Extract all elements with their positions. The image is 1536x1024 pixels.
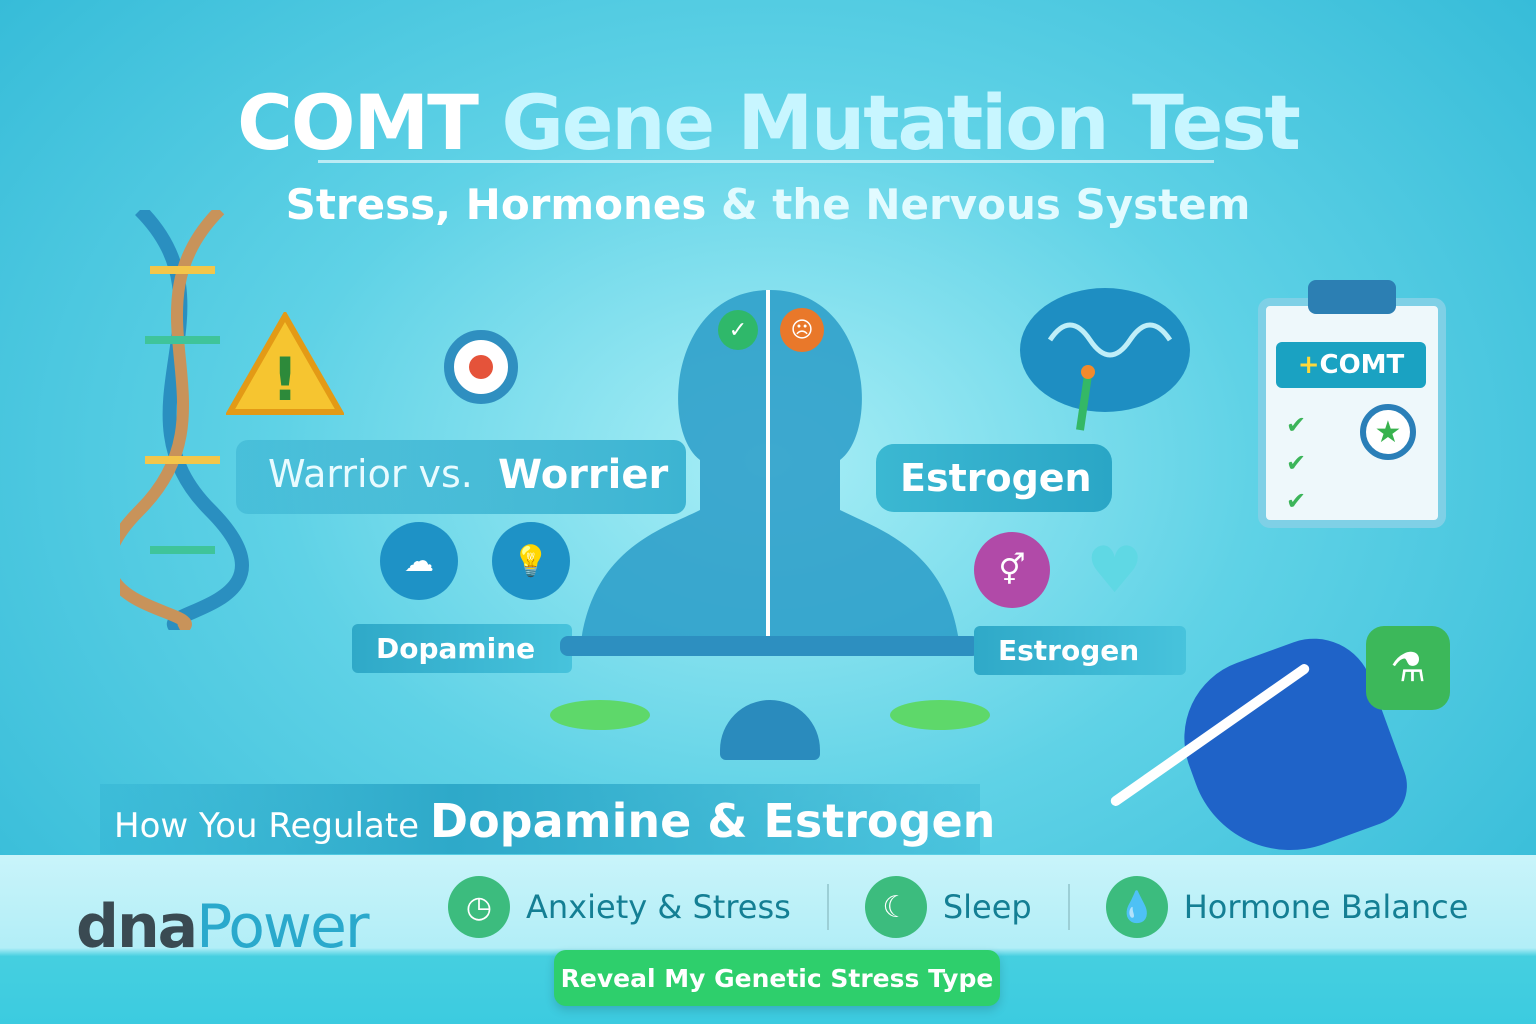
- head-illustration: [580, 290, 960, 650]
- tagline: How You Regulate Dopamine & Estrogen: [114, 794, 996, 848]
- feature-sleep: ☾ Sleep: [864, 876, 1032, 938]
- scale-pan-right: [890, 700, 990, 730]
- droplet-icon: 💧: [1105, 876, 1168, 938]
- magnifier-star-icon: ★: [1360, 404, 1416, 460]
- clipboard-icon: [1258, 298, 1446, 528]
- feature-hormone-balance: 💧 Hormone Balance: [1105, 876, 1468, 938]
- brain-icon: ☁: [380, 522, 458, 600]
- dna-helix-icon: [120, 210, 249, 630]
- divider: [1067, 884, 1070, 930]
- lab-flask-icon: ⚗: [1366, 626, 1450, 710]
- stress-icon: ☹: [780, 308, 824, 352]
- feature-list: ◷ Anxiety & Stress ☾ Sleep 💧 Hormone Balanc…: [448, 876, 1468, 938]
- tagline-band: [100, 784, 980, 854]
- lightbulb-icon: 💡: [492, 522, 570, 600]
- clipboard-clip: [1308, 280, 1396, 314]
- estrogen-pill: Estrogen: [876, 444, 1112, 512]
- title-divider: [318, 160, 1214, 163]
- warrior-worrier-banner: [236, 440, 686, 514]
- scale-pan-left: [550, 700, 650, 730]
- scale-base: [720, 700, 820, 760]
- svg-text:!: !: [271, 345, 298, 415]
- dopamine-banner: Dopamine: [352, 624, 572, 673]
- feature-anxiety-stress: ◷ Anxiety & Stress: [448, 876, 791, 938]
- heart-icon: ♥: [1086, 534, 1144, 608]
- reveal-stress-type-button[interactable]: Reveal My Genetic Stress Type: [554, 950, 1000, 1006]
- worrier-label: Worrier: [498, 452, 669, 498]
- brain-icon: [1020, 288, 1190, 431]
- comt-label: + COMT: [1276, 342, 1426, 388]
- dnapower-logo: dnaPower: [76, 892, 370, 962]
- moon-icon: ☾: [864, 876, 927, 938]
- clock-icon: ◷: [448, 876, 510, 938]
- subtitle: Stress, Hormones & the Nervous System: [285, 180, 1251, 229]
- estrogen-symbol-icon: ⚥: [974, 532, 1050, 608]
- warrior-label: Warrior vs.: [268, 452, 473, 496]
- check-icon: ✓: [718, 310, 758, 350]
- warning-icon: !: [226, 312, 344, 415]
- checklist-icon: ✔ ✔ ✔: [1286, 411, 1307, 515]
- target-icon: [444, 330, 518, 404]
- balance-scale: [560, 636, 980, 656]
- page-title: COMT Gene Mutation Test: [237, 78, 1301, 167]
- divider: [826, 884, 829, 930]
- estrogen-banner: Estrogen: [974, 626, 1186, 675]
